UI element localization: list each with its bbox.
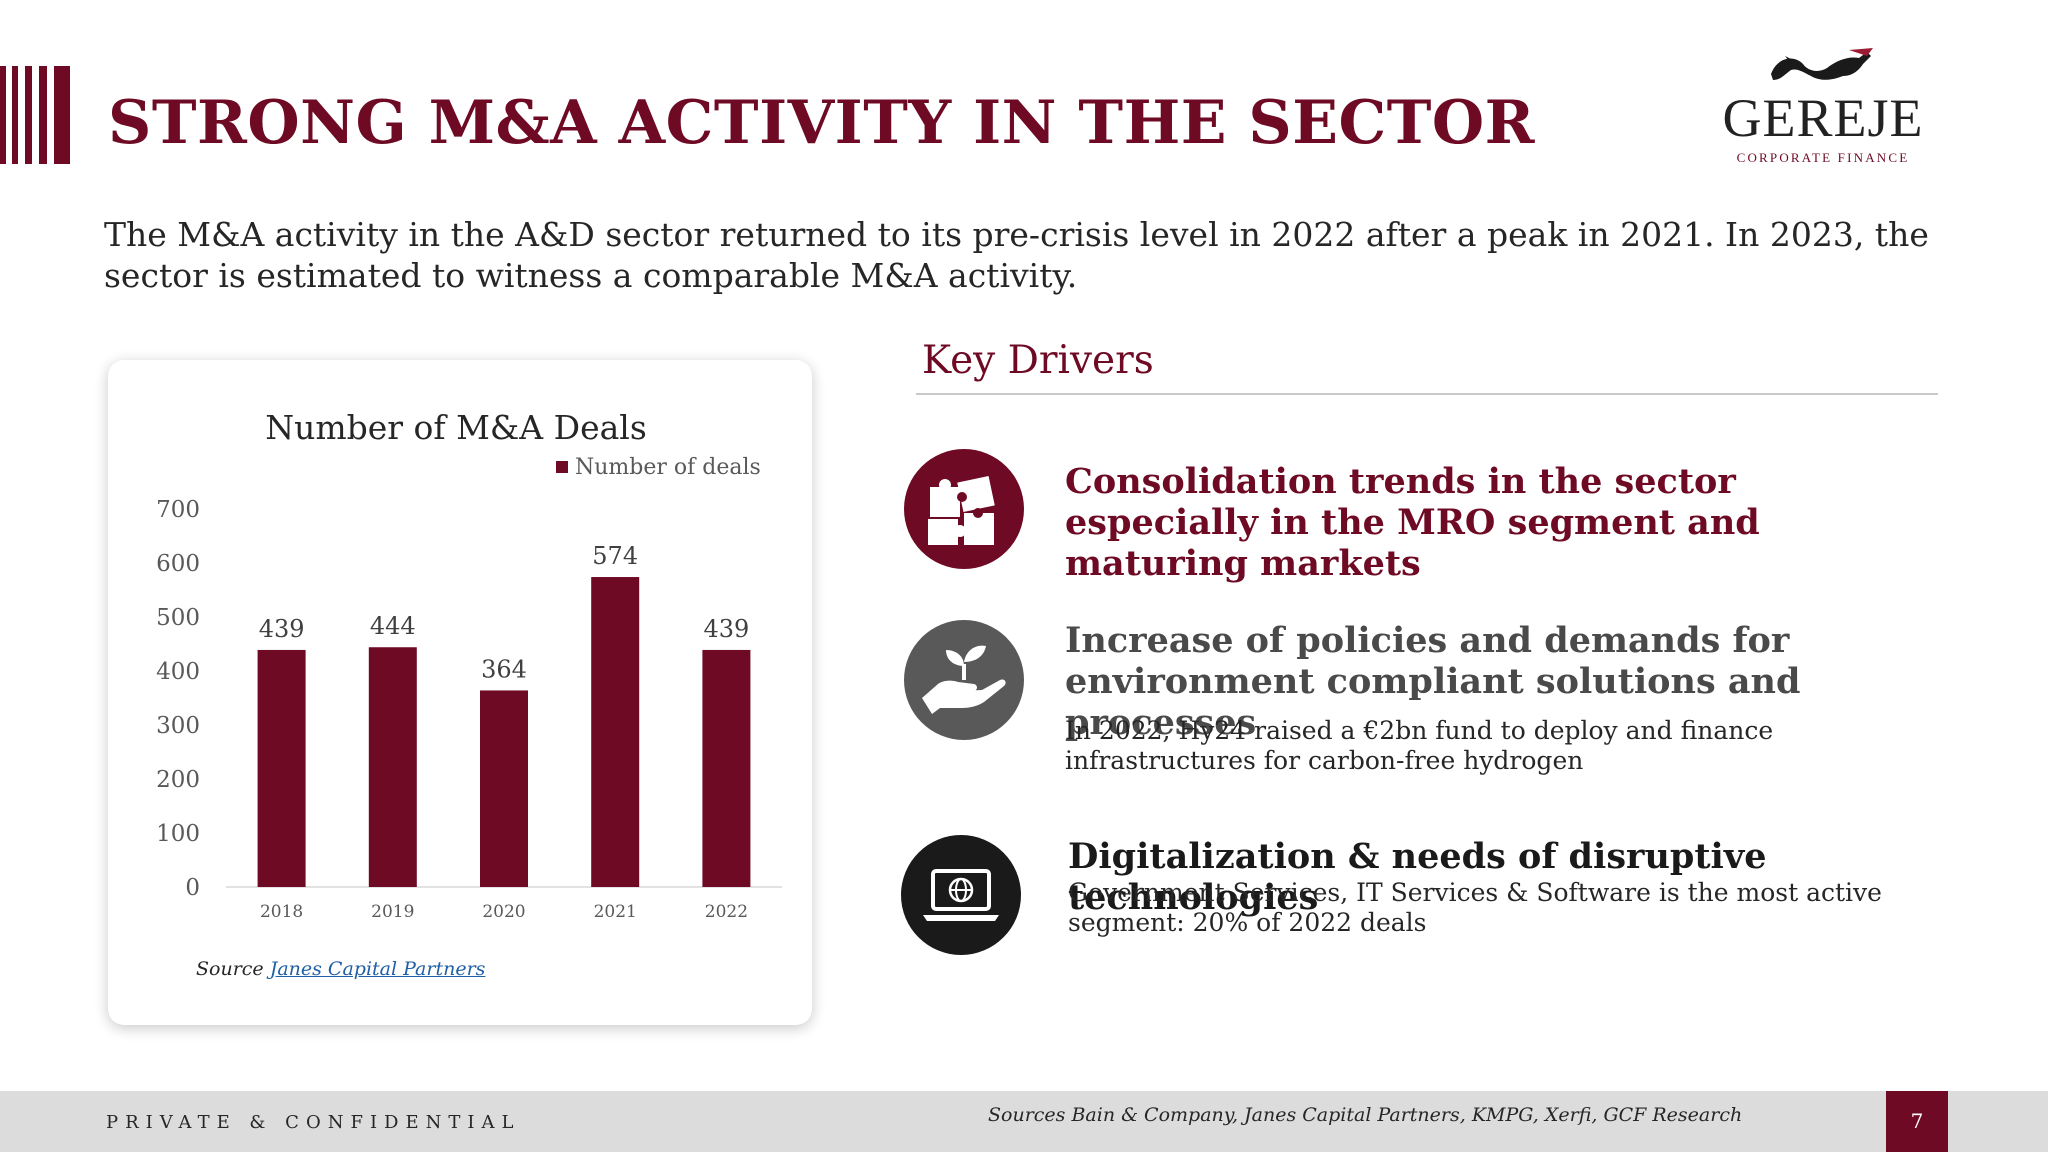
title-stripes-decoration (0, 66, 70, 164)
driver-3-heading: Digitalization & needs of disruptive tec… (1068, 836, 1767, 918)
x-tick-label: 2020 (482, 902, 525, 922)
bar (702, 649, 751, 887)
driver-3-badge (901, 835, 1021, 955)
x-tick-label: 2019 (371, 902, 414, 922)
chart-source-prefix: Source (196, 958, 264, 980)
gereje-logo: GEREJE CORPORATE FINANCE (1718, 44, 1928, 184)
deals-bar-chart: Number of M&A Deals Number of deals 0 100 20… (156, 408, 782, 922)
page-title: STRONG M&A ACTIVITY IN THE SECTOR (108, 88, 1535, 158)
driver-2-body: In 2022, Hy24 raised a €2bn fund to depl… (1065, 716, 1774, 775)
x-tick-label: 2022 (705, 902, 748, 922)
y-tick-label: 200 (156, 767, 200, 793)
laptop-globe-icon (923, 869, 999, 921)
horse-jumper-icon (1771, 48, 1873, 80)
driver-1-badge (904, 449, 1024, 569)
chart-source-link[interactable]: Janes Capital Partners (269, 958, 486, 980)
y-tick-label: 500 (156, 605, 200, 631)
legend-swatch (556, 461, 568, 473)
legend-label: Number of deals (575, 455, 761, 480)
bar-value-label: 439 (259, 615, 305, 643)
y-tick-label: 0 (185, 875, 200, 901)
footer-confidential: PRIVATE & CONFIDENTIAL (106, 1112, 521, 1133)
footer-bar (0, 1091, 2048, 1152)
y-tick-label: 100 (156, 821, 200, 847)
bar-value-label: 364 (481, 655, 527, 683)
y-tick-label: 300 (156, 713, 200, 739)
bar-value-label: 439 (703, 615, 749, 643)
driver-3-body: Government Services, IT Services & Softw… (1068, 878, 1882, 937)
key-drivers-title: Key Drivers (922, 338, 1154, 383)
puzzle-icon (928, 476, 995, 545)
chart-title: Number of M&A Deals (265, 408, 647, 447)
y-tick-label: 600 (156, 551, 200, 577)
bar (257, 649, 306, 887)
y-tick-label: 700 (156, 497, 200, 523)
logo-subtitle: CORPORATE FINANCE (1736, 150, 1910, 165)
page-number: 7 (1886, 1091, 1948, 1152)
key-drivers-divider (916, 393, 1938, 395)
logo-brand: GEREJE (1722, 88, 1924, 148)
plant-hand-icon (922, 645, 1006, 714)
x-tick-label: 2018 (260, 902, 303, 922)
x-tick-label: 2021 (594, 902, 637, 922)
driver-2-badge (904, 620, 1024, 740)
intro-text: The M&A activity in the A&D sector retur… (104, 215, 1929, 295)
chart-source: Source Janes Capital Partners (196, 958, 485, 980)
driver-2-heading: Increase of policies and demands for env… (1065, 620, 1801, 743)
footer-sources: Sources Bain & Company, Janes Capital Pa… (988, 1104, 1743, 1126)
y-tick-label: 400 (156, 659, 200, 685)
bar (480, 690, 528, 887)
bar-value-label: 574 (592, 542, 638, 570)
chart-card: Number of M&A Deals Number of deals 0 100 20… (108, 360, 812, 1025)
bar-value-label: 444 (370, 612, 416, 640)
bar (368, 647, 417, 887)
bar (591, 577, 640, 887)
driver-1-heading: Consolidation trends in the sector espec… (1065, 461, 1760, 584)
